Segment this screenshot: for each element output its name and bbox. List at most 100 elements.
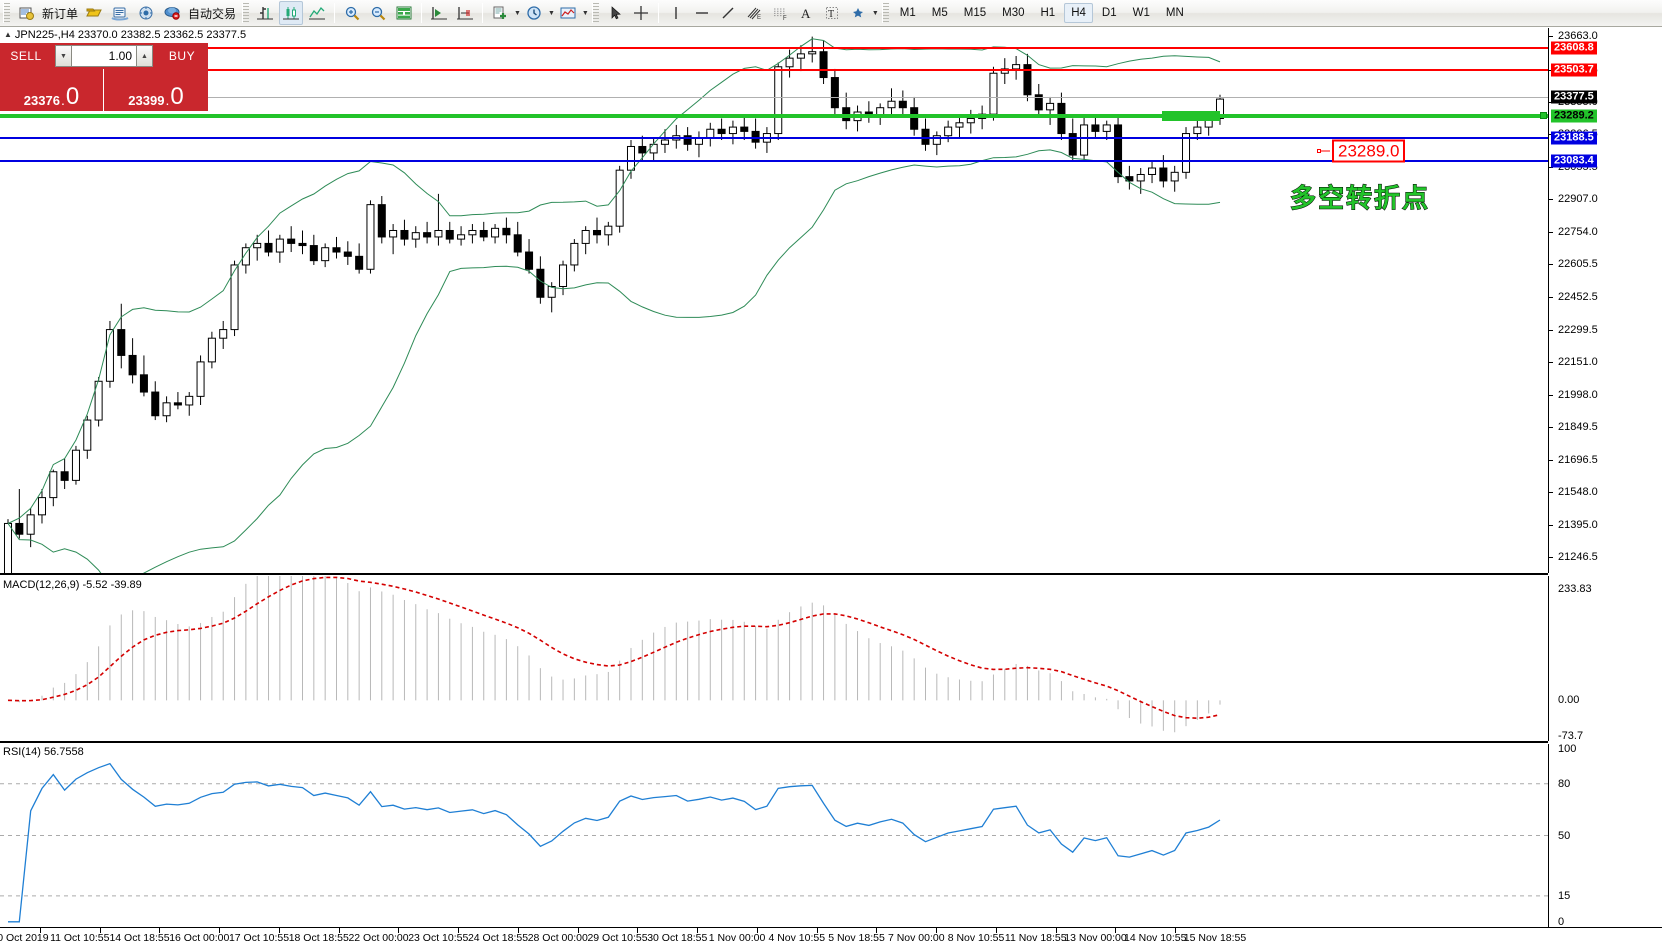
- templates-dropdown-caret[interactable]: ▼: [514, 9, 521, 17]
- svg-text:E: E: [757, 15, 761, 21]
- rsi-canvas: [0, 762, 1548, 923]
- time-tick: [278, 928, 280, 933]
- bar-chart-icon[interactable]: [253, 1, 277, 25]
- price-level-line[interactable]: [0, 46, 1548, 49]
- horizontal-line-icon[interactable]: [690, 1, 714, 25]
- price-level-tag[interactable]: 23503.7: [1551, 63, 1597, 77]
- price-tick-label: 21548.0: [1558, 485, 1598, 498]
- timeframe-H4[interactable]: H4: [1064, 3, 1093, 23]
- timeframe-M30[interactable]: M30: [1002, 7, 1025, 19]
- text-icon[interactable]: A: [794, 1, 818, 25]
- price-level-line[interactable]: [0, 114, 1548, 119]
- price-chart-pane[interactable]: [0, 28, 1548, 573]
- sell-button[interactable]: SELL: [0, 43, 52, 69]
- cursor-icon[interactable]: [603, 1, 627, 25]
- macd-scale[interactable]: 233.83 0.00 -73.7: [1548, 576, 1662, 742]
- toolbar-grip-3[interactable]: [591, 3, 599, 23]
- indicators-dropdown-caret[interactable]: ▼: [581, 9, 589, 17]
- toolbar-grip[interactable]: [3, 3, 10, 23]
- rsi-scale-label: 0: [1558, 915, 1565, 928]
- chart-annotation-text[interactable]: 多空转折点: [1289, 184, 1431, 215]
- period-icon[interactable]: [522, 1, 546, 25]
- timeframe-M1[interactable]: M1: [899, 7, 916, 19]
- new-order-label[interactable]: 新订单: [42, 6, 79, 21]
- toolbar-grip-2[interactable]: [242, 3, 250, 23]
- macd-scale-label: -73.7: [1558, 729, 1584, 742]
- volume-control: ▼ 1.00 ▲: [52, 43, 156, 69]
- price-level-line[interactable]: [0, 159, 1548, 162]
- candlestick-icon[interactable]: [279, 1, 304, 25]
- price-level-line[interactable]: [0, 96, 1548, 98]
- buy-price-display[interactable]: 23399. 0: [104, 69, 208, 111]
- timeframe-MN[interactable]: MN: [1165, 7, 1184, 19]
- text-label-icon[interactable]: T: [820, 1, 844, 25]
- indicators-icon[interactable]: [556, 1, 580, 25]
- macd-scale-label: 0.00: [1558, 694, 1580, 707]
- timeframe-H1[interactable]: H1: [1040, 7, 1056, 19]
- timeframe-M15[interactable]: M15: [963, 7, 987, 19]
- price-tick-label: 21696.5: [1558, 453, 1598, 466]
- price-flag-label[interactable]: 23289.0: [1332, 139, 1406, 163]
- rsi-pane[interactable]: [0, 744, 1548, 927]
- navigator-icon[interactable]: [134, 1, 158, 25]
- toolbar-grip-4[interactable]: [881, 3, 889, 23]
- crosshair-icon[interactable]: [629, 1, 653, 25]
- autotrading-icon[interactable]: [160, 1, 184, 25]
- macd-pane[interactable]: [0, 576, 1548, 741]
- zoom-in-icon[interactable]: [340, 1, 364, 25]
- timeframe-D1[interactable]: D1: [1101, 7, 1117, 19]
- autotrading-label[interactable]: 自动交易: [188, 6, 237, 21]
- tile-windows-icon[interactable]: [392, 1, 416, 25]
- line-chart-icon[interactable]: [305, 1, 329, 25]
- time-axis-label: 30 Oct 18:55: [647, 932, 708, 944]
- macd-canvas: [7, 576, 1221, 733]
- price-scale-axis: [1548, 28, 1549, 573]
- pane-divider-rsi[interactable]: [0, 741, 1548, 743]
- price-level-line[interactable]: [0, 137, 1548, 140]
- svg-text:T: T: [828, 9, 834, 20]
- terminal-icon[interactable]: [108, 1, 132, 25]
- templates-icon[interactable]: [488, 1, 512, 25]
- folder-icon[interactable]: [82, 1, 106, 25]
- rsi-scale[interactable]: 100 80 50 15 0: [1548, 743, 1662, 928]
- volume-decrement-button[interactable]: ▼: [55, 45, 72, 67]
- price-scale[interactable]: 23663.023503.523355.023206.523055.522907…: [1548, 28, 1662, 573]
- time-tick: [1055, 928, 1057, 933]
- pane-divider-macd[interactable]: [0, 573, 1548, 575]
- macd-scale-label: 233.83: [1558, 582, 1592, 595]
- price-level-tag[interactable]: 23083.4: [1551, 154, 1597, 168]
- fibonacci-icon[interactable]: F: [768, 1, 792, 25]
- chart-collapse-icon[interactable]: ▲: [4, 30, 12, 39]
- shapes-icon[interactable]: [846, 1, 870, 25]
- period-dropdown-caret[interactable]: ▼: [547, 9, 555, 17]
- vertical-line-icon[interactable]: [664, 1, 688, 25]
- price-level-tag[interactable]: 23608.8: [1551, 41, 1597, 55]
- green-level-handle[interactable]: [1540, 112, 1547, 120]
- time-axis-label: 8 Nov 10:55: [947, 932, 1005, 944]
- time-tick: [995, 928, 997, 933]
- time-axis-label: 15 Nov 18:55: [1183, 932, 1247, 944]
- trendline-icon[interactable]: [716, 1, 740, 25]
- buy-button[interactable]: BUY: [156, 43, 208, 69]
- price-level-tag[interactable]: 23289.2: [1551, 109, 1597, 123]
- price-level-line[interactable]: [0, 69, 1548, 72]
- volume-input[interactable]: 1.00: [72, 45, 136, 67]
- timeframe-M5[interactable]: M5: [931, 7, 948, 19]
- volume-increment-button[interactable]: ▲: [136, 45, 153, 67]
- equidistant-channel-icon[interactable]: E: [742, 1, 766, 25]
- sell-price-display[interactable]: 23376. 0: [0, 69, 104, 111]
- new-order-icon[interactable]: [14, 1, 38, 25]
- green-level-zone[interactable]: [1162, 111, 1220, 122]
- price-level-tag[interactable]: 23377.5: [1551, 90, 1597, 104]
- chart-shift-icon[interactable]: [453, 1, 477, 25]
- price-level-tag[interactable]: 23188.5: [1551, 131, 1597, 145]
- price-tick: [1548, 556, 1553, 558]
- rsi-scale-label: 80: [1558, 777, 1571, 790]
- zoom-out-icon[interactable]: [366, 1, 390, 25]
- svg-text:F: F: [783, 16, 787, 21]
- timeframe-W1[interactable]: W1: [1132, 7, 1150, 19]
- price-flag-anchor[interactable]: [1317, 149, 1321, 153]
- scroll-end-icon[interactable]: [427, 1, 451, 25]
- shapes-dropdown-caret[interactable]: ▼: [871, 9, 879, 17]
